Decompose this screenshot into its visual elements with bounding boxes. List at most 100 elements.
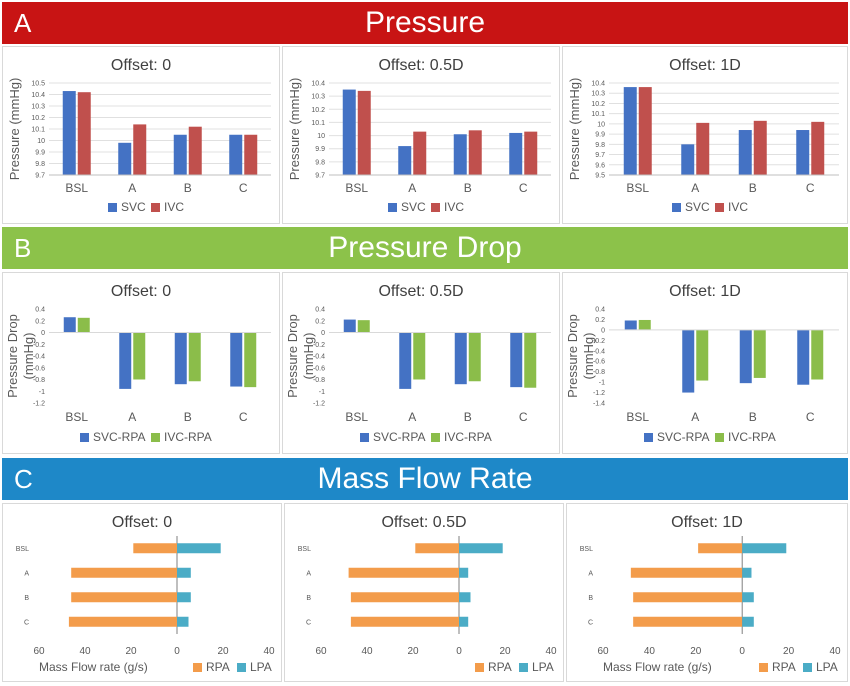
y-tick-label: B (306, 595, 311, 602)
bar-rpa-b (350, 592, 459, 603)
chart-svg: Offset: 0 Pressure Drop (mmHg) -1.2 -1 -0.8 -0… (5, 283, 271, 444)
chart-mass-flow-offset-0: Offset: 0 60 40 20 0 20 40 BSL A B C Mass Flow rate… (2, 503, 282, 682)
bar-lpa-a (742, 567, 752, 578)
y-tick-label: BSL (580, 546, 593, 553)
x-tick-label: 40 (644, 646, 656, 657)
bar-ivc-rpa-c (524, 332, 537, 388)
y-axis-label: Pressure (mmHg) (287, 78, 302, 181)
y-tick-label: 0.4 (315, 307, 325, 314)
legend-swatch-ivc-rpa (431, 433, 440, 442)
x-tick-label: C (519, 181, 528, 195)
bar-svc-rpa-c (797, 329, 810, 385)
bar-ivc-rpa-a (696, 329, 709, 381)
bar-ivc-a (413, 131, 427, 175)
bar-svc-b (173, 134, 187, 175)
bar-rpa-b (633, 592, 743, 603)
legend-swatch-rpa (759, 663, 768, 672)
y-tick-label: -1.2 (593, 390, 605, 397)
bar-lpa-bsl (742, 543, 787, 554)
x-tick-label: A (128, 410, 136, 424)
bar-ivc-a (696, 122, 710, 175)
legend-label: RPA (206, 660, 230, 674)
y-tick-label: 10.4 (591, 81, 605, 88)
y-tick-label: -0.8 (593, 369, 605, 376)
x-tick-label: 20 (783, 646, 795, 657)
y-tick-label: 10.4 (31, 92, 45, 99)
legend-swatch-rpa (475, 663, 484, 672)
x-tick-label: 40 (263, 646, 275, 657)
bar-ivc-rpa-b (468, 332, 481, 382)
legend-label: IVC-RPA (728, 430, 776, 444)
section-b-letter: B (14, 233, 32, 263)
y-tick-label: -0.2 (593, 338, 605, 345)
chart-pressure-offset-05d: Offset: 0.5D Pressure (mmHg) 9.7 9.8 9.9 10 10… (282, 46, 560, 224)
bar-ivc-bsl (77, 92, 91, 175)
legend-swatch-ivc (715, 203, 724, 212)
y-tick-label: 10.4 (311, 81, 325, 88)
y-tick-label: B (588, 595, 593, 602)
x-tick-label: BSL (345, 410, 368, 424)
bar-ivc-rpa-b (753, 329, 766, 378)
x-axis-label: Mass Flow rate (g/s) (39, 660, 148, 674)
y-tick-label: 0 (41, 330, 45, 337)
bar-lpa-c (177, 616, 189, 627)
bar-lpa-b (742, 592, 754, 603)
legend-swatch-svc (108, 203, 117, 212)
chart-title: Offset: 0 (111, 57, 171, 74)
y-tick-label: C (588, 619, 593, 626)
x-tick-label: C (519, 410, 528, 424)
y-tick-label: C (306, 619, 311, 626)
bar-ivc-bsl (638, 87, 652, 175)
bar-ivc-b (188, 126, 202, 175)
y-tick-label: A (306, 570, 311, 577)
chart-title: Offset: 0 (111, 283, 171, 300)
legend-label: LPA (250, 660, 272, 674)
bar-svc-rpa-a (682, 329, 695, 393)
bar-svc-b (738, 130, 752, 175)
legend-swatch-svc (388, 203, 397, 212)
y-tick-label: -0.4 (593, 348, 605, 355)
x-tick-label: B (749, 181, 757, 195)
legend-label: LPA (816, 660, 838, 674)
bar-rpa-c (68, 616, 177, 627)
bar-ivc-rpa-bsl (77, 317, 90, 333)
bar-svc-b (453, 134, 467, 175)
bar-svc-rpa-bsl (624, 320, 637, 330)
x-tick-label: C (806, 410, 815, 424)
x-axis-label: Mass Flow rate (g/s) (603, 660, 712, 674)
legend-label: IVC (164, 200, 184, 214)
bar-lpa-c (459, 616, 469, 627)
bar-svc-a (398, 146, 412, 175)
bar-ivc-rpa-c (244, 332, 257, 388)
legend-label: IVC-RPA (444, 430, 492, 444)
y-axis-label: Pressure (mmHg) (7, 78, 22, 181)
bar-lpa-b (459, 592, 471, 603)
bar-lpa-b (177, 592, 191, 603)
chart-mass-flow-offset-05d: Offset: 0.5D 60 40 20 0 20 40 BSL A B C RPA LPA (284, 503, 564, 682)
y-tick-label: 10.3 (311, 94, 325, 101)
y-tick-label: -0.4 (33, 354, 45, 361)
chart-svg: Offset: 0.5D Pressure Drop (mmHg) -1.2 -1 -0.… (285, 283, 551, 444)
y-tick-label: -1.4 (593, 401, 605, 408)
y-tick-label: -0.6 (33, 365, 45, 372)
y-tick-label: 9.8 (595, 142, 605, 149)
chart-pressure-offset-0: Offset: 0 Pressure (mmHg) 9.7 9.8 9.9 10 10.1 1… (2, 46, 280, 224)
x-tick-label: 60 (315, 646, 327, 657)
bar-rpa-bsl (415, 543, 459, 554)
legend-label: IVC-RPA (164, 430, 212, 444)
x-tick-label: C (239, 181, 248, 195)
bar-svc-bsl (62, 91, 76, 175)
chart-title: Offset: 1D (669, 57, 741, 74)
x-tick-label: 20 (407, 646, 419, 657)
x-tick-label: A (408, 410, 416, 424)
legend-label: SVC (685, 200, 710, 214)
legend-label: SVC-RPA (657, 430, 709, 444)
legend-swatch-lpa (519, 663, 528, 672)
y-tick-label: 0.2 (595, 317, 605, 324)
y-tick-label: 10.5 (31, 81, 45, 88)
y-tick-label: 9.9 (315, 146, 325, 153)
x-tick-label: 60 (597, 646, 609, 657)
bar-ivc-rpa-c (811, 329, 824, 380)
bar-svc-rpa-b (739, 329, 752, 384)
bar-rpa-a (630, 567, 743, 578)
